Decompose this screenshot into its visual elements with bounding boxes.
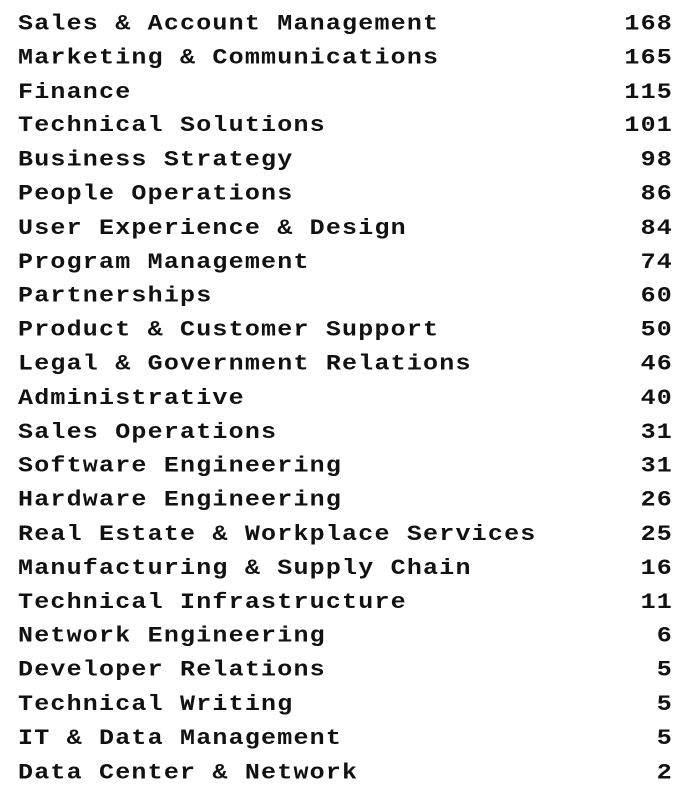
category-count: 86 (640, 180, 673, 207)
category-name: User Experience & Design (18, 214, 407, 241)
category-name: Real Estate & Workplace Services (18, 520, 537, 547)
category-count: 50 (640, 316, 673, 343)
list-item: Sales Operations 31 (18, 415, 673, 449)
list-item: User Experience & Design 84 (18, 211, 673, 245)
category-name: Finance (18, 78, 132, 105)
category-name: Hardware Engineering (18, 486, 343, 513)
category-name: Technical Solutions (18, 112, 326, 139)
category-name: Developer Relations (18, 656, 326, 684)
category-name: Product & Customer Support (18, 316, 440, 343)
category-count: 5 (656, 690, 673, 718)
category-name: Technical Writing (18, 690, 294, 718)
list-item: IT & Data Management 5 (18, 721, 673, 755)
category-count: 98 (640, 146, 673, 173)
list-item: Partnerships 60 (18, 279, 673, 313)
list-item: Administrative 40 (18, 381, 673, 415)
category-count: 2 (656, 758, 673, 786)
category-name: Data Center & Network (18, 758, 359, 786)
list-item: Technical Infrastructure 11 (18, 585, 673, 619)
category-name: Sales Operations (18, 418, 278, 445)
category-count: 40 (640, 384, 673, 411)
category-name: Partnerships (18, 282, 213, 309)
category-count: 25 (640, 520, 673, 547)
list-item: Business Strategy 98 (18, 143, 673, 177)
category-count: 5 (656, 656, 673, 684)
category-name: Program Management (18, 248, 310, 275)
category-count: 115 (624, 78, 673, 105)
category-count: 101 (624, 112, 673, 139)
list-item: Sales & Account Management 168 (18, 7, 673, 41)
category-count: 31 (640, 418, 673, 445)
category-count-list: Sales & Account Management 168 Marketing … (18, 7, 673, 789)
list-item: Marketing & Communications 165 (18, 41, 673, 75)
list-item: Program Management 74 (18, 245, 673, 279)
list-item: Product & Customer Support 50 (18, 313, 673, 347)
category-name: Technical Infrastructure (18, 588, 407, 615)
category-name: Marketing & Communications (18, 44, 440, 71)
category-name: People Operations (18, 180, 294, 207)
category-count: 168 (624, 10, 673, 37)
list-item: People Operations 86 (18, 177, 673, 211)
category-name: Manufacturing & Supply Chain (18, 554, 472, 581)
category-count: 46 (640, 350, 673, 377)
category-name: Sales & Account Management (18, 10, 440, 37)
list-item: Developer Relations 5 (18, 653, 673, 687)
list-item: Network Engineering 6 (18, 619, 673, 653)
list-item: Legal & Government Relations 46 (18, 347, 673, 381)
list-item: Manufacturing & Supply Chain 16 (18, 551, 673, 585)
category-count: 74 (640, 248, 673, 275)
category-count: 5 (656, 724, 673, 752)
list-item: Real Estate & Workplace Services 25 (18, 517, 673, 551)
category-name: Legal & Government Relations (18, 350, 472, 377)
category-count: 60 (640, 282, 673, 309)
category-count: 26 (640, 486, 673, 513)
category-count: 84 (640, 214, 673, 241)
category-count: 16 (640, 554, 673, 581)
list-item: Data Center & Network 2 (18, 755, 673, 789)
category-count: 165 (624, 44, 673, 71)
list-item: Software Engineering 31 (18, 449, 673, 483)
list-item: Technical Writing 5 (18, 687, 673, 721)
category-name: Network Engineering (18, 622, 326, 650)
list-item: Hardware Engineering 26 (18, 483, 673, 517)
category-name: Administrative (18, 384, 245, 411)
list-item: Technical Solutions 101 (18, 109, 673, 143)
category-name: Business Strategy (18, 146, 294, 173)
category-count: 31 (640, 452, 673, 479)
category-count: 6 (656, 622, 673, 650)
category-name: IT & Data Management (18, 724, 343, 752)
category-count: 11 (640, 588, 673, 615)
category-name: Software Engineering (18, 452, 343, 479)
list-item: Finance 115 (18, 75, 673, 109)
